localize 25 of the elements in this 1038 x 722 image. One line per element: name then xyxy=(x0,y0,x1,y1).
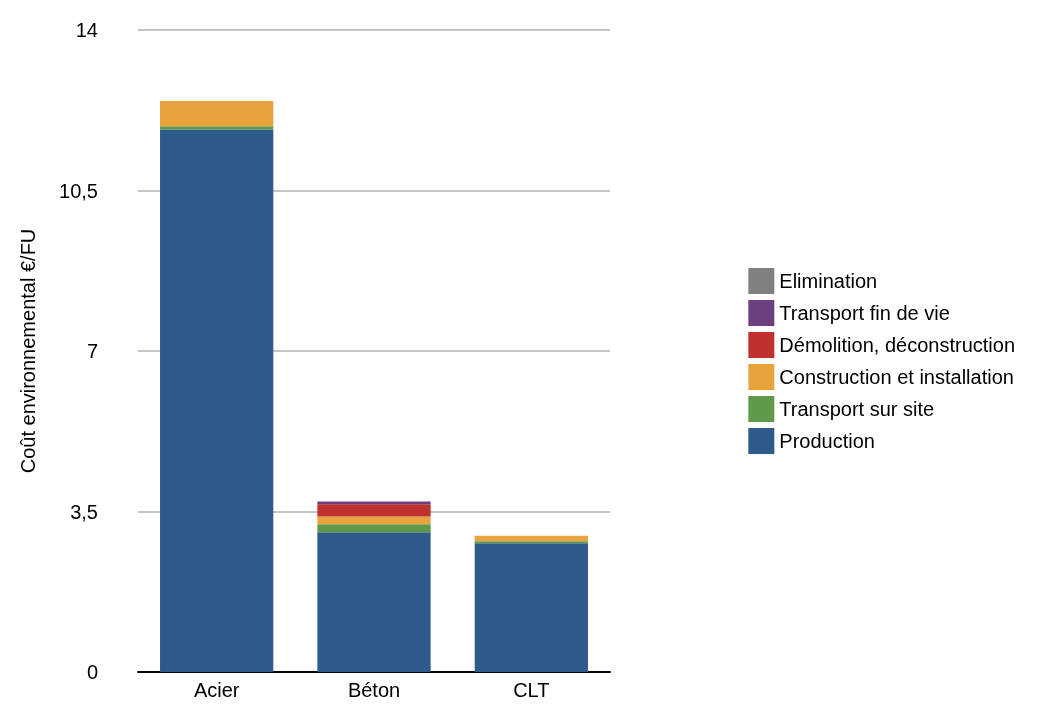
bar xyxy=(160,101,274,127)
legend-label: Elimination xyxy=(779,270,878,292)
bar xyxy=(317,501,431,505)
legend-label: Démolition, déconstruction xyxy=(779,334,1016,356)
x-tick-label: Acier xyxy=(193,679,240,701)
legend-label: Transport sur site xyxy=(779,398,935,420)
y-tick-label: 7 xyxy=(86,340,98,362)
y-tick-label: 10,5 xyxy=(59,179,98,202)
x-tick-label: Béton xyxy=(347,679,401,701)
y-tick-label: 3,5 xyxy=(70,500,98,523)
y-tick-label: 14 xyxy=(75,19,98,41)
bar xyxy=(317,504,431,517)
bar xyxy=(160,129,274,672)
bar xyxy=(474,543,588,672)
bar xyxy=(317,516,431,525)
x-tick-label: CLT xyxy=(513,679,550,701)
bar xyxy=(474,535,588,542)
legend-label: Transport fin de vie xyxy=(779,302,950,324)
legend-label: Production xyxy=(779,430,875,452)
y-tick-label: 0 xyxy=(86,661,98,683)
bar xyxy=(317,532,431,672)
legend-label: Construction et installation xyxy=(779,366,1014,388)
bar xyxy=(317,524,431,533)
y-axis-title: Coût environnemental €/FU xyxy=(17,228,39,474)
bar xyxy=(160,126,274,130)
